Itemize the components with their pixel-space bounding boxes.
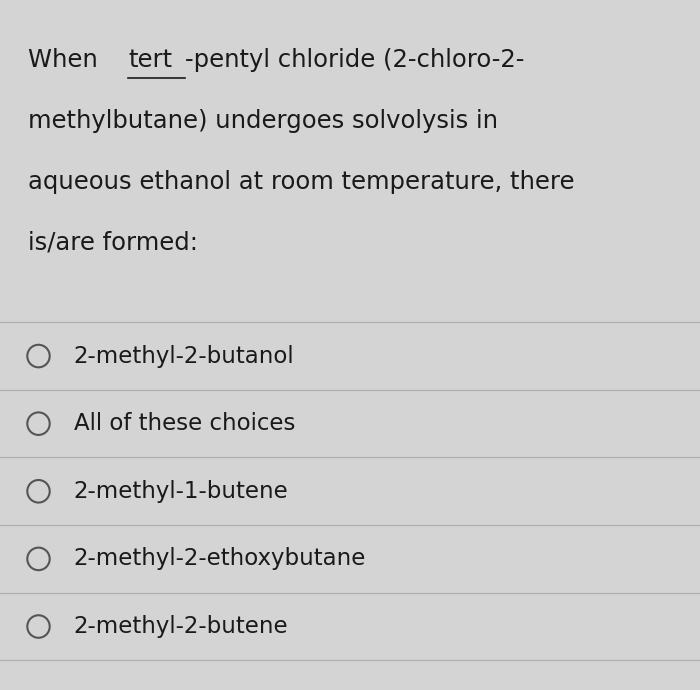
Text: tert: tert: [128, 48, 172, 72]
Text: methylbutane) undergoes solvolysis in: methylbutane) undergoes solvolysis in: [28, 109, 498, 133]
Text: 2-methyl-2-ethoxybutane: 2-methyl-2-ethoxybutane: [74, 547, 366, 571]
Text: 2-methyl-2-butene: 2-methyl-2-butene: [74, 615, 288, 638]
Text: All of these choices: All of these choices: [74, 412, 295, 435]
Text: -pentyl chloride (2-chloro-2-: -pentyl chloride (2-chloro-2-: [185, 48, 524, 72]
Text: When: When: [28, 48, 106, 72]
Text: aqueous ethanol at room temperature, there: aqueous ethanol at room temperature, the…: [28, 170, 575, 194]
Text: 2-methyl-2-butanol: 2-methyl-2-butanol: [74, 344, 294, 368]
Text: is/are formed:: is/are formed:: [28, 230, 198, 255]
Text: 2-methyl-1-butene: 2-methyl-1-butene: [74, 480, 288, 503]
